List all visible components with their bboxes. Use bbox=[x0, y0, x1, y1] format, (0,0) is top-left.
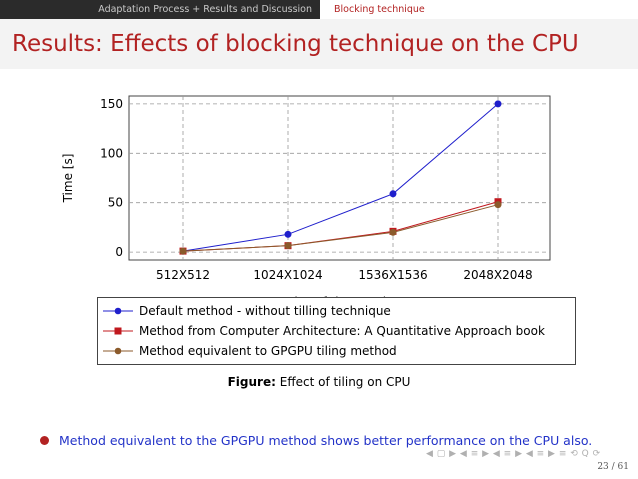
data-point-series-2 bbox=[389, 228, 397, 236]
series-line-0 bbox=[182, 103, 499, 252]
top-navigation-bar: Adaptation Process + Results and Discuss… bbox=[0, 0, 638, 19]
legend-label-book: Method from Computer Architecture: A Qua… bbox=[139, 324, 545, 338]
nav-subsection-label: Blocking technique bbox=[334, 4, 425, 15]
legend-swatch-gpgpu bbox=[103, 347, 133, 355]
slide-title: Results: Effects of blocking technique o… bbox=[12, 31, 579, 57]
bullet-dot-icon bbox=[40, 436, 49, 445]
data-point-series-2 bbox=[179, 247, 187, 255]
y-tick-label: 50 bbox=[108, 196, 123, 210]
data-point-series-0 bbox=[494, 100, 502, 108]
beamer-navigation-icons[interactable]: ◀ ▢ ▶ ◀ ≡ ▶ ◀ ≡ ▶ ◀ ≡ ▶ ≡ ⟲ Q ⟳ bbox=[426, 449, 601, 459]
slide-title-bar: Results: Effects of blocking technique o… bbox=[0, 19, 638, 69]
page-number: 23 / 61 bbox=[597, 462, 629, 472]
legend-item-book: Method from Computer Architecture: A Qua… bbox=[98, 321, 575, 341]
nav-section-link[interactable]: Adaptation Process + Results and Discuss… bbox=[0, 0, 320, 19]
series-line-2 bbox=[182, 204, 499, 252]
legend-item-gpgpu: Method equivalent to GPGPU tiling method bbox=[98, 341, 575, 361]
legend-label-default: Default method - without tilling techniq… bbox=[139, 304, 391, 318]
y-tick-label: 100 bbox=[100, 146, 123, 160]
plot-frame bbox=[128, 95, 551, 261]
x-tick-label: 2048X2048 bbox=[463, 268, 532, 282]
y-tick-label: 150 bbox=[100, 97, 123, 111]
bullet-text: Method equivalent to the GPGPU method sh… bbox=[59, 433, 593, 448]
nav-section-label: Adaptation Process + Results and Discuss… bbox=[98, 4, 312, 15]
bullet-item: Method equivalent to the GPGPU method sh… bbox=[40, 433, 592, 448]
legend-swatch-book bbox=[103, 327, 133, 335]
legend-swatch-default bbox=[103, 307, 133, 315]
x-tick-label: 1024X1024 bbox=[253, 268, 322, 282]
y-axis-label: Time [s] bbox=[61, 154, 75, 204]
line-chart: 0 50 100 150 512X512 1024X1024 1536X1536 2048X2… bbox=[61, 95, 551, 300]
data-point-series-2 bbox=[494, 201, 502, 209]
figure-caption-label: Figure: bbox=[227, 375, 276, 389]
nav-subsection-link[interactable]: Blocking technique bbox=[320, 0, 638, 19]
x-tick-label: 1536X1536 bbox=[358, 268, 427, 282]
data-point-series-2 bbox=[284, 242, 292, 250]
figure-caption-text: Effect of tiling on CPU bbox=[279, 375, 411, 389]
legend-label-gpgpu: Method equivalent to GPGPU tiling method bbox=[139, 344, 397, 358]
x-tick-label: 512X512 bbox=[156, 268, 210, 282]
data-point-series-0 bbox=[284, 230, 292, 238]
chart-legend: Default method - without tilling techniq… bbox=[97, 297, 576, 365]
y-tick-label: 0 bbox=[115, 245, 123, 259]
data-point-series-0 bbox=[389, 190, 397, 198]
figure-caption: Figure: Effect of tiling on CPU bbox=[0, 375, 638, 389]
legend-item-default: Default method - without tilling techniq… bbox=[98, 301, 575, 321]
